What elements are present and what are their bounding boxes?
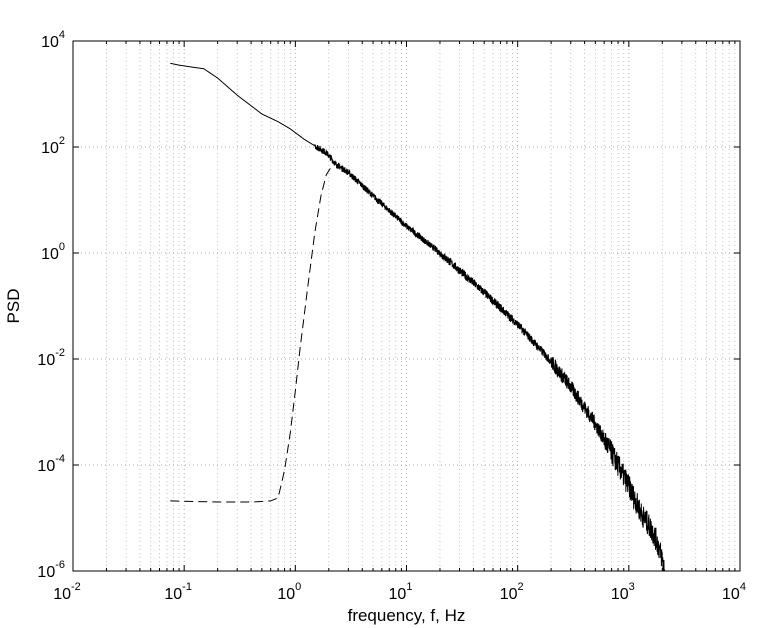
x-tick-label: 100 (277, 581, 301, 603)
y-tick-label: 10-4 (37, 453, 65, 475)
y-tick-label: 100 (41, 241, 65, 263)
x-tick-label: 10-2 (53, 581, 81, 603)
x-tick-label: 102 (500, 581, 524, 603)
y-tick-labels: 10-6 10-4 10-2 100 102 104 (37, 29, 65, 581)
grid-lines (72, 40, 741, 572)
x-tick-label: 101 (389, 581, 413, 603)
x-axis-title: frequency, f, Hz (348, 606, 466, 625)
y-tick-label: 10-2 (37, 347, 65, 369)
x-tick-label: 103 (611, 581, 635, 603)
plot-frame (72, 40, 741, 572)
x-tick-label: 10-1 (164, 581, 192, 603)
x-tick-labels: 10-2 10-1 100 101 102 103 104 (53, 581, 746, 603)
dashed-psd-line (170, 163, 340, 503)
series-layer (170, 62, 666, 572)
y-tick-label: 102 (41, 135, 65, 157)
y-tick-label: 10-6 (37, 559, 65, 581)
x-tick-label: 104 (722, 581, 746, 603)
solid-psd-line (170, 62, 666, 572)
y-tick-label: 104 (41, 29, 65, 51)
y-axis-title: PSD (4, 289, 23, 324)
